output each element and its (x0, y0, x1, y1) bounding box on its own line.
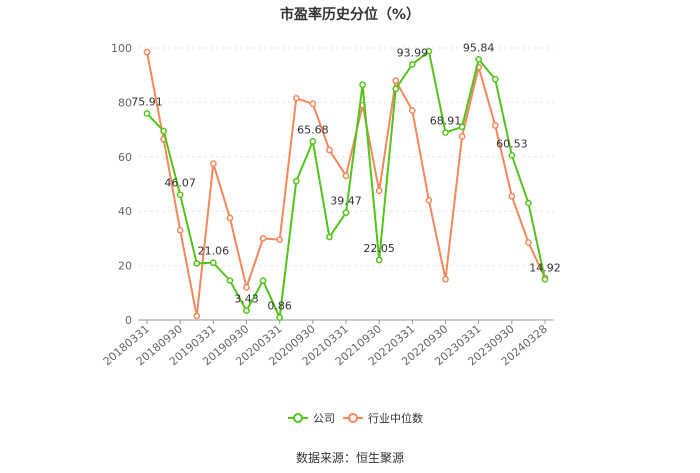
data-point (525, 239, 532, 246)
y-tick-label: 60 (118, 151, 132, 164)
y-tick-label: 0 (125, 314, 132, 327)
legend-marker (293, 413, 303, 423)
data-point (276, 236, 284, 244)
data-label: 3.43 (234, 293, 259, 306)
y-tick-label: 40 (118, 205, 132, 218)
data-point (259, 235, 267, 242)
legend-label: 公司 (313, 412, 335, 425)
data-label: 93.99 (397, 46, 429, 59)
data-point (475, 55, 483, 63)
data-point (160, 127, 167, 135)
data-point (143, 110, 151, 117)
series-line-1 (146, 51, 546, 317)
y-tick-label: 20 (118, 260, 132, 273)
data-label: 75.91 (131, 96, 163, 109)
data-point (375, 187, 383, 195)
data-point (442, 275, 449, 283)
data-source: 数据来源：恒生聚源 (295, 451, 404, 465)
data-point (193, 312, 201, 320)
data-point (243, 307, 250, 315)
data-point (375, 256, 383, 264)
data-point (491, 75, 499, 83)
data-point (226, 214, 234, 222)
data-point (541, 276, 549, 283)
data-label: 14.92 (529, 261, 561, 274)
data-label: 46.07 (164, 177, 196, 190)
data-point (326, 233, 333, 241)
data-point (442, 129, 449, 136)
data-point (209, 259, 217, 267)
data-label: 39.47 (330, 195, 362, 208)
data-point (309, 138, 317, 145)
data-point (209, 160, 217, 167)
data-point (508, 152, 516, 159)
data-point (176, 226, 184, 234)
data-point (243, 284, 250, 291)
data-point (226, 277, 234, 284)
data-point (392, 77, 400, 84)
data-point (491, 122, 499, 129)
legend-marker (348, 413, 358, 423)
data-point (425, 47, 433, 55)
data-point (342, 172, 350, 180)
data-label: 95.84 (463, 41, 495, 54)
data-point (193, 260, 201, 267)
data-point (508, 192, 516, 200)
data-point (525, 199, 532, 207)
data-point (143, 48, 151, 56)
y-tick-label: 100 (111, 42, 132, 55)
data-point (408, 107, 416, 114)
data-point (309, 100, 317, 108)
data-point (176, 191, 184, 199)
data-point (458, 133, 466, 140)
chart-title: 市盈率历史分位（%） (279, 7, 421, 23)
data-point (458, 123, 466, 131)
data-point (425, 196, 433, 204)
data-point (392, 85, 400, 93)
legend-label: 行业中位数 (368, 411, 423, 425)
data-point (292, 177, 300, 185)
data-label: 0.86 (267, 300, 292, 313)
data-point (342, 209, 350, 216)
data-point (359, 81, 366, 89)
data-label: 68.91 (430, 115, 462, 128)
data-label: 60.53 (496, 137, 528, 150)
data-label: 22.05 (363, 242, 395, 255)
data-point (259, 277, 267, 284)
y-tick-label: 80 (118, 96, 132, 109)
data-label: 21.06 (198, 245, 230, 258)
data-point (292, 94, 300, 102)
data-point (408, 60, 416, 68)
data-point (326, 146, 333, 154)
data-point (276, 314, 284, 322)
data-label: 65.68 (297, 123, 329, 136)
